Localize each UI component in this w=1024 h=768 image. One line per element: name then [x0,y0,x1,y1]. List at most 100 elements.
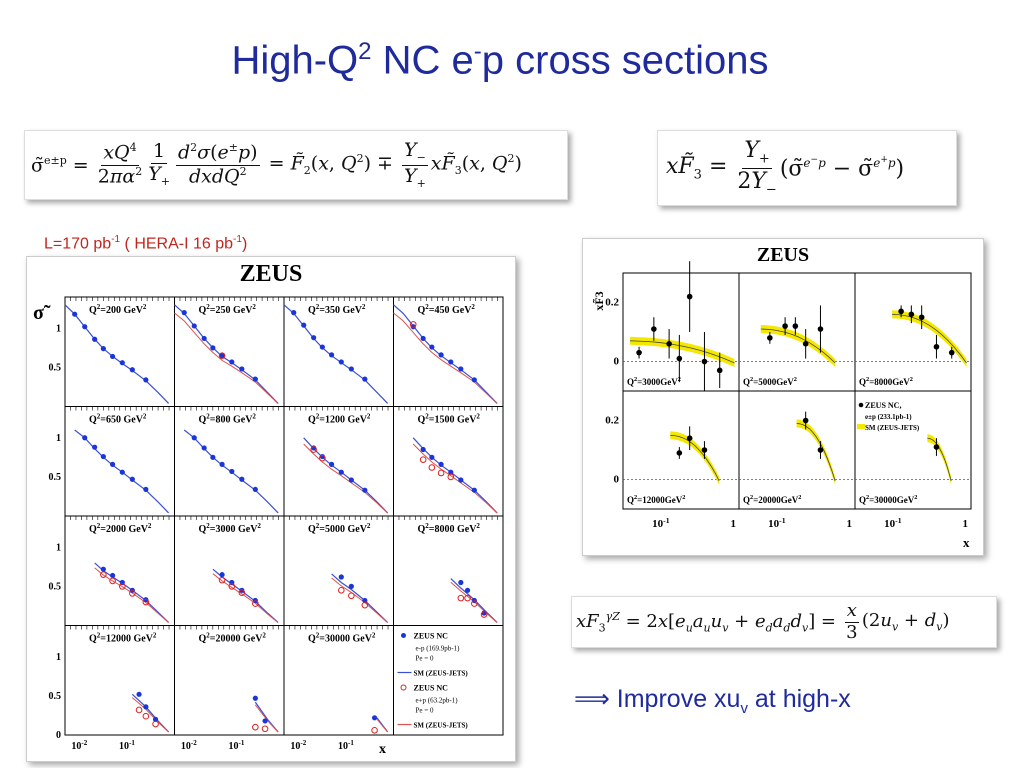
data-point [676,355,683,362]
sm-band [630,336,735,367]
data-point-em [92,444,98,450]
subplot-frame [738,272,856,392]
panel-label: Q2=20000GeV2 [743,494,801,505]
data-point-em [143,486,149,493]
data-point-ep [100,571,107,578]
title-text: High-Q [231,38,359,83]
data-point-em [291,310,297,316]
data-point-em [219,572,225,578]
sm-curve-em [283,304,389,404]
data-point [908,311,915,318]
data-point-em [252,486,258,493]
x-tick-label: 10-2 [71,739,87,752]
x-tick-label: 10-1 [652,516,670,530]
data-point-ep [228,583,236,590]
data-point-ep [361,601,369,609]
data-point [636,349,642,356]
panel-label: Q2=200 GeV2 [89,303,147,316]
data-point-em [136,691,142,697]
data-point [767,335,773,341]
data-point-em [82,435,88,441]
data-point-em [109,461,116,467]
legend-marker-em [401,633,406,638]
title-text: p cross sections [481,38,769,83]
panel-label: Q2=1500 GeV2 [418,413,481,426]
cross-section-chart: ZEUS σ̃ x Q2=200 GeV2 1 0.5 Q2=250 GeV2 Q2=350 … [26,256,516,762]
y-tick-label: 0 [614,356,620,368]
data-point-ep [464,594,471,602]
panel-label: Q2=450 GeV2 [418,303,476,316]
chart-title: ZEUS [240,261,303,287]
data-point-em [219,461,225,467]
data-point-ep [109,577,116,585]
legend-text: e+p (63.2pb-1) [416,697,459,705]
y-tick-label: 0.5 [49,472,62,483]
data-point-em [319,344,325,350]
legend-marker-ep [400,684,407,691]
data-point [817,326,824,332]
y-tick-label: 1 [56,652,61,663]
data-point-ep [457,594,465,602]
panel-label: Q2=800 GeV2 [199,413,257,426]
data-point-ep [419,456,427,463]
data-point-em [338,359,344,365]
data-point [651,326,657,332]
xf3-chart: ZEUS xF̃3 x Q2=3000GeV2 0.2 0 Q2=5000GeV2 Q2=80… [582,238,984,556]
data-point-em [362,487,368,493]
data-point-em [301,322,307,328]
data-point [898,308,904,315]
data-point-em [429,454,435,460]
data-point-em [229,359,235,365]
legend-marker [858,402,864,408]
chart-title: ZEUS [757,244,809,266]
data-point [701,447,708,453]
data-point-em [252,376,258,382]
panel-label: Q2=1200 GeV2 [308,413,371,426]
data-point-em [458,477,464,483]
sm-curve-em [254,701,279,733]
sm-band [760,325,836,367]
y-tick-label: 1 [56,323,61,334]
panel-label: Q2=350 GeV2 [308,303,366,316]
data-point-em [92,336,98,342]
panel-label: Q2=30000 GeV2 [308,632,376,645]
x-tick-label: 10-1 [119,739,135,752]
data-point-ep [348,592,355,600]
x-tick-label: 1 [731,518,737,530]
data-point-ep [261,725,269,733]
sm-band [796,419,836,485]
panel-label: Q2=5000GeV2 [743,376,797,387]
data-point-ep [310,446,317,453]
data-point-em [119,469,125,475]
data-point-em [262,718,268,724]
data-point-ep [252,600,259,607]
data-point-ep [252,723,259,731]
data-point-em [448,359,454,365]
sm-curve-ep [131,697,169,733]
data-point-em [219,353,225,359]
data-point [817,447,824,453]
data-point-em [471,487,477,493]
data-point [716,367,723,374]
sm-curve [796,423,836,482]
y-axis-label: σ̃ [33,302,51,324]
sm-curve-ep [393,312,498,404]
legend-text: ZEUS NC [414,684,449,693]
data-point-em [420,335,426,342]
subplot-frame [854,272,972,392]
luminosity-label: L=170 pb-1 ( HERA-I 16 pb-1) [44,234,248,253]
data-point-em [129,367,135,373]
data-point-em [239,476,245,482]
y-axis-label: xF̃3 [592,291,606,310]
data-point-em [229,468,235,475]
data-point-em [109,353,116,360]
y-tick-label: 0.5 [49,362,62,373]
x-axis-label: x [379,742,386,757]
data-point-em [82,324,88,330]
data-point [933,343,940,350]
data-point-ep [371,727,378,734]
legend-text: SM (ZEUS-JETS) [414,722,469,730]
data-point-ep [447,473,455,481]
data-point-em [362,597,368,604]
